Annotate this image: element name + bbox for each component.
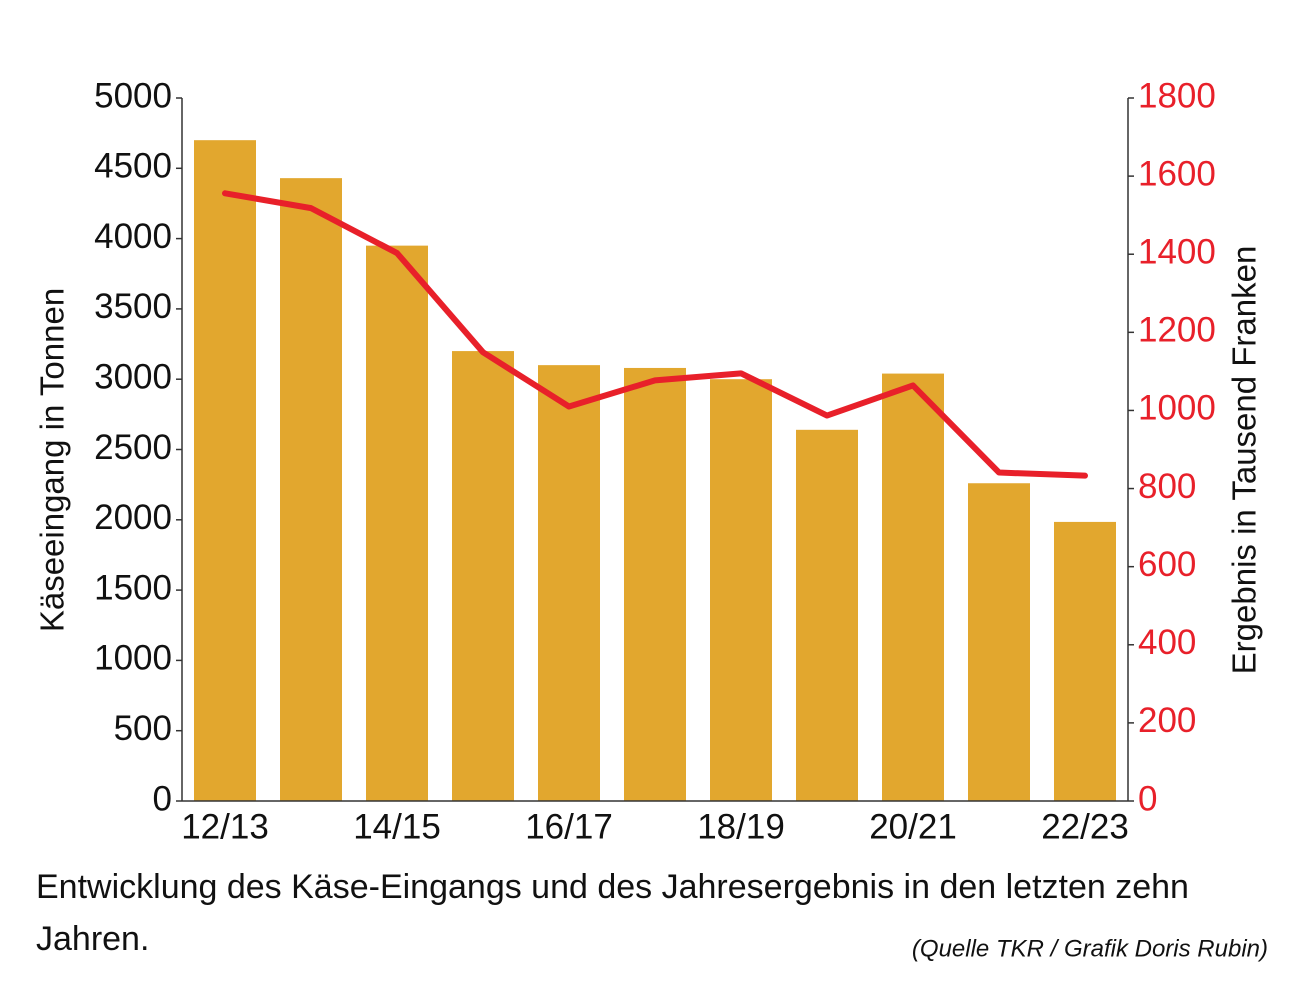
y2-tick-label: 1600 — [1138, 154, 1216, 193]
y-tick-label: 2000 — [94, 498, 172, 537]
x-tick-label: 16/17 — [525, 807, 613, 846]
y-tick-label: 5000 — [94, 76, 172, 115]
y2-axis-label: Ergebnis in Tausend Franken — [1226, 246, 1263, 675]
y-tick-label: 2500 — [94, 428, 172, 467]
bar — [366, 245, 428, 801]
caption: Entwicklung des Käse-Eingangs und des Ja… — [36, 868, 1189, 958]
y2-tick-label: 600 — [1138, 545, 1196, 584]
x-tick-label: 20/21 — [869, 807, 957, 846]
y-tick-label: 500 — [114, 709, 172, 748]
bar — [280, 178, 342, 802]
y2-tick-label: 1800 — [1138, 76, 1216, 115]
bar — [194, 140, 256, 801]
bar — [796, 429, 858, 801]
bar — [968, 483, 1030, 801]
y-axis-label: Käseeingang in Tonnen — [34, 288, 71, 632]
x-tick-label: 18/19 — [697, 807, 785, 846]
x-tick-label: 14/15 — [353, 807, 441, 846]
y-tick-label: 1000 — [94, 639, 172, 678]
y2-tick-label: 200 — [1138, 701, 1196, 740]
y2-tick-label: 1400 — [1138, 232, 1216, 271]
y-tick-label: 0 — [153, 779, 172, 818]
y-tick-label: 4000 — [94, 217, 172, 256]
y2-tick-label: 800 — [1138, 467, 1196, 506]
bar — [1054, 521, 1116, 801]
y-tick-label: 3500 — [94, 287, 172, 326]
source: (Quelle TKR / Grafik Doris Rubin) — [912, 935, 1268, 962]
bar — [538, 365, 600, 801]
y-tick-label: 1500 — [94, 568, 172, 607]
y2-tick-label: 400 — [1138, 623, 1196, 662]
y2-tick-label: 1000 — [1138, 389, 1216, 428]
bar — [882, 373, 944, 801]
x-tick-label: 22/23 — [1041, 807, 1129, 846]
y-tick-label: 4500 — [94, 147, 172, 186]
y2-tick-label: 0 — [1138, 779, 1157, 818]
bar — [624, 367, 686, 801]
y2-tick-label: 1200 — [1138, 311, 1216, 350]
bar — [452, 351, 514, 801]
y-tick-label: 3000 — [94, 357, 172, 396]
line — [222, 190, 1088, 479]
x-tick-label: 12/13 — [181, 807, 269, 846]
bar — [710, 379, 772, 801]
